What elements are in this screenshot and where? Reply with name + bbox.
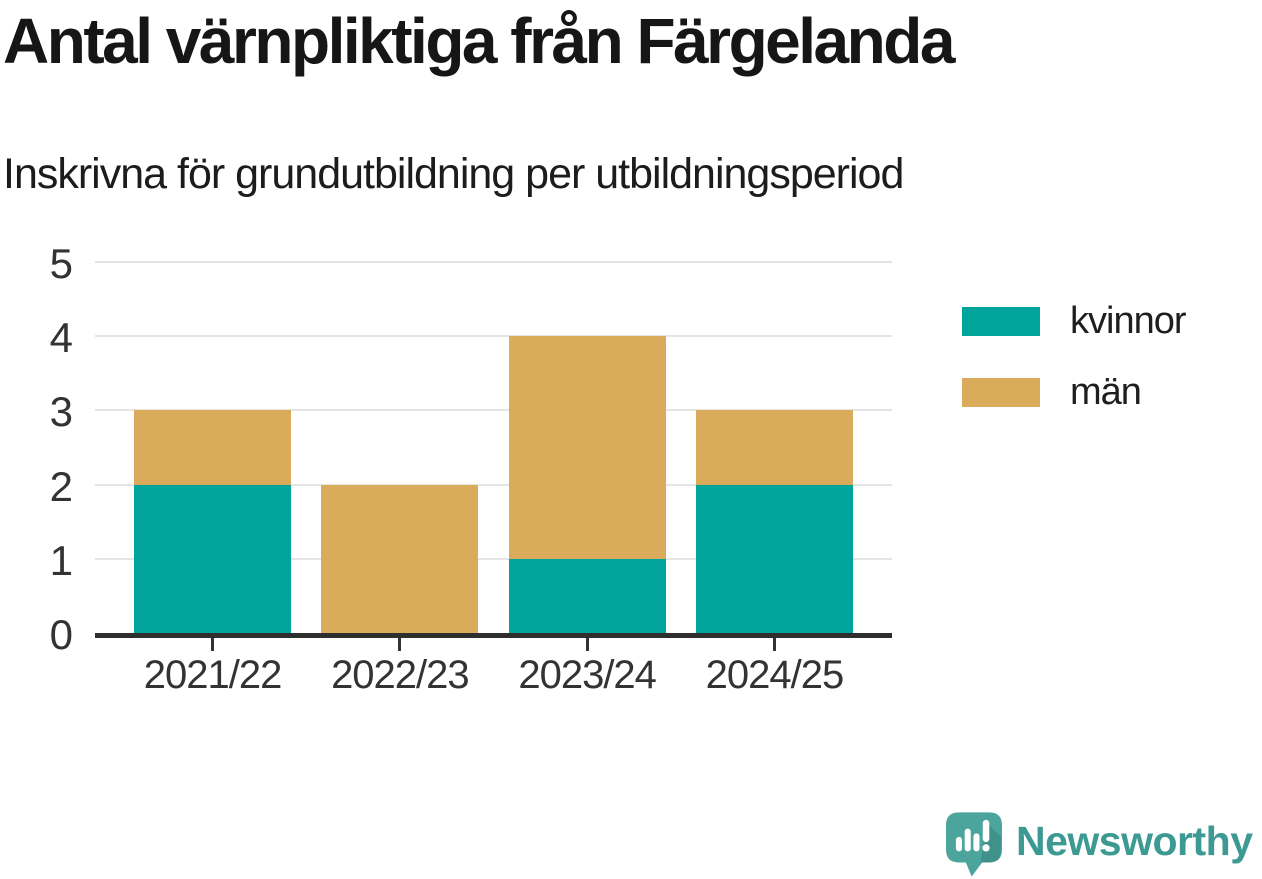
y-tick-label-2: 2 [49, 462, 73, 510]
bar-2023-24-kvinnor [508, 558, 666, 633]
bar-2023-24-män [508, 336, 666, 559]
newsworthy-speech-bubble-icon [946, 812, 1002, 877]
plot-area [95, 261, 892, 633]
legend-swatch-kvinnor [962, 307, 1040, 336]
gridline-y-3 [95, 409, 892, 412]
x-tick-2022-23 [398, 638, 402, 651]
newsworthy-wordmark: Newsworthy [1016, 818, 1253, 864]
x-axis-line [95, 633, 892, 638]
bar-2024-25-kvinnor [695, 484, 853, 633]
x-tick-2024-25 [772, 638, 776, 651]
x-tick-2023-24 [585, 638, 589, 651]
legend-label-män: män [1070, 371, 1142, 413]
x-tick-label-2023-24: 2023/24 [518, 653, 657, 697]
y-tick-label-0: 0 [49, 611, 73, 658]
gridline-y-4 [95, 335, 892, 338]
y-tick-label-4: 4 [49, 314, 73, 362]
gridline-y-1 [95, 557, 892, 560]
chart-subtitle: Inskrivna för grundutbildning per utbild… [3, 150, 904, 198]
x-tick-label-2021-22: 2021/22 [143, 653, 283, 697]
bar-2024-25-män [695, 410, 853, 485]
legend-label-kvinnor: kvinnor [1070, 300, 1186, 342]
gridline-y-5 [95, 261, 892, 263]
legend-item-kvinnor: kvinnor [962, 300, 1186, 343]
x-tick-label-2022-23: 2022/23 [331, 653, 470, 697]
newsworthy-logo: Newsworthy [946, 812, 1253, 878]
y-tick-label-1: 1 [49, 536, 73, 584]
chart-title: Antal värnpliktiga från Färgelanda [3, 5, 955, 77]
bar-2021-22-kvinnor [134, 484, 292, 633]
bar-2021-22-män [134, 410, 292, 485]
x-tick-2021-22 [211, 638, 215, 651]
chart-legend: kvinnor män [962, 300, 1186, 442]
legend-item-män: män [962, 371, 1186, 414]
y-tick-label-5: 5 [49, 240, 73, 287]
x-tick-label-2024-25: 2024/25 [705, 653, 845, 697]
gridline-y-2 [95, 483, 892, 486]
legend-swatch-män [962, 378, 1040, 407]
y-tick-label-3: 3 [49, 388, 73, 436]
bar-2022-23-män [321, 484, 479, 633]
